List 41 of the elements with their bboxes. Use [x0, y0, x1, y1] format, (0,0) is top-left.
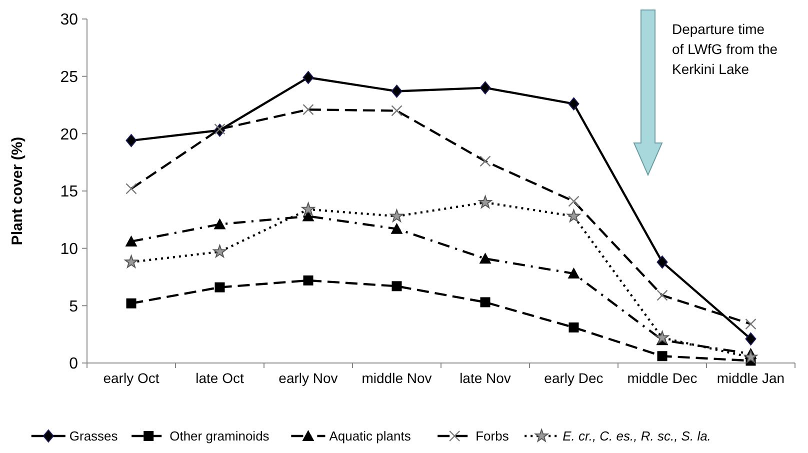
y-tick-label: 20 — [60, 126, 78, 144]
y-tick-label: 10 — [60, 240, 78, 258]
y-axis-title: Plant cover (%) — [9, 136, 26, 246]
point — [391, 84, 402, 98]
x-tick-label: middle Jan — [716, 370, 785, 386]
y-tick-label: 25 — [60, 68, 78, 86]
y-tick-label: 15 — [60, 184, 78, 201]
y-tick-label: 0 — [69, 356, 78, 373]
x-tick-label: early Dec — [544, 370, 604, 386]
point — [214, 218, 226, 230]
x-tick-label: middle Dec — [627, 370, 698, 386]
point — [125, 235, 138, 246]
point — [126, 134, 137, 148]
point — [480, 81, 491, 94]
point — [390, 222, 403, 234]
point — [302, 70, 314, 84]
y-tick-label: 5 — [69, 298, 78, 316]
legend-label: Grasses — [69, 428, 118, 444]
point — [568, 322, 579, 332]
legend-label: E. cr., C. es., R. sc., S. la. — [562, 428, 711, 444]
x-tick-label: late Oct — [196, 370, 244, 386]
point — [303, 275, 314, 286]
x-tick-label: early Nov — [278, 370, 338, 386]
point — [479, 252, 492, 264]
point — [392, 281, 402, 292]
legend-label: Forbs — [476, 428, 510, 444]
point — [745, 332, 756, 346]
point — [568, 268, 580, 279]
x-tick-label: early Oct — [103, 370, 160, 386]
legend-label: Aquatic plants — [329, 428, 412, 444]
y-tick-label: 30 — [60, 12, 78, 29]
point — [568, 97, 580, 110]
point — [126, 298, 136, 308]
point — [657, 351, 668, 362]
point — [480, 297, 490, 308]
point — [656, 256, 668, 269]
annotation: Departure time of LWfG from the Kerkini Lake — [672, 21, 778, 77]
x-tick-label: middle Nov — [362, 370, 432, 386]
x-tick-label: late Nov — [460, 370, 511, 386]
point — [214, 282, 225, 292]
legend-label: Other graminoids — [170, 428, 270, 444]
